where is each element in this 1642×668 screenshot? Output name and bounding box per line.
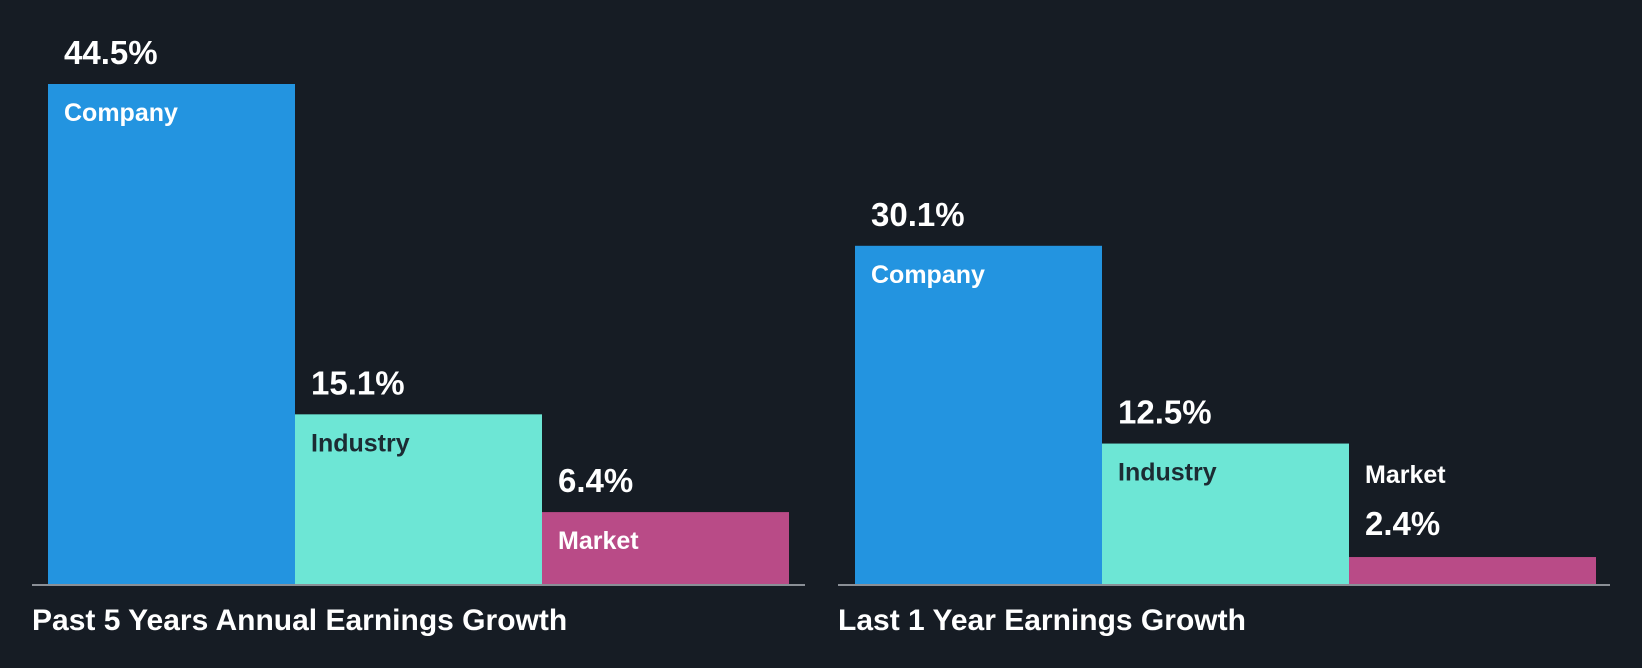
value-label-company-past-5-years: 44.5% (64, 34, 158, 71)
bar-industry-last-1-year (1102, 443, 1349, 584)
chart-past-5-years: 44.5% Company 15.1% Industry 6.4% Market (32, 34, 805, 586)
chart-title-last-1-year: Last 1 Year Earnings Growth (838, 604, 1246, 637)
chart-panel-last-1-year: 30.1% Company 12.5% Industry 2.4% Market Last… (810, 0, 1642, 668)
bar-company-past-5-years (48, 84, 295, 584)
bar-market-past-5-years (542, 512, 789, 584)
category-label-industry-last-1-year: Industry (1118, 459, 1217, 487)
chart-title-past-5-years: Past 5 Years Annual Earnings Growth (32, 604, 568, 637)
value-label-industry-past-5-years: 15.1% (311, 364, 405, 401)
category-label-industry-past-5-years: Industry (311, 429, 410, 457)
value-label-market-past-5-years: 6.4% (558, 462, 633, 499)
value-label-market-last-1-year: 2.4% (1365, 505, 1440, 542)
category-label-company-last-1-year: Company (871, 261, 985, 289)
value-label-industry-last-1-year: 12.5% (1118, 394, 1212, 431)
bar-market-last-1-year (1349, 557, 1596, 584)
chart-last-1-year: 30.1% Company 12.5% Industry 2.4% Market (838, 196, 1610, 586)
category-label-market-past-5-years: Market (558, 527, 639, 555)
category-label-market-last-1-year: Market (1365, 461, 1446, 489)
category-label-company-past-5-years: Company (64, 99, 178, 127)
value-label-company-last-1-year: 30.1% (871, 196, 965, 233)
bar-industry-past-5-years (295, 414, 542, 584)
bar-company-last-1-year (855, 245, 1102, 584)
chart-panel-past-5-years: 44.5% Company 15.1% Industry 6.4% Market Past… (0, 0, 810, 668)
